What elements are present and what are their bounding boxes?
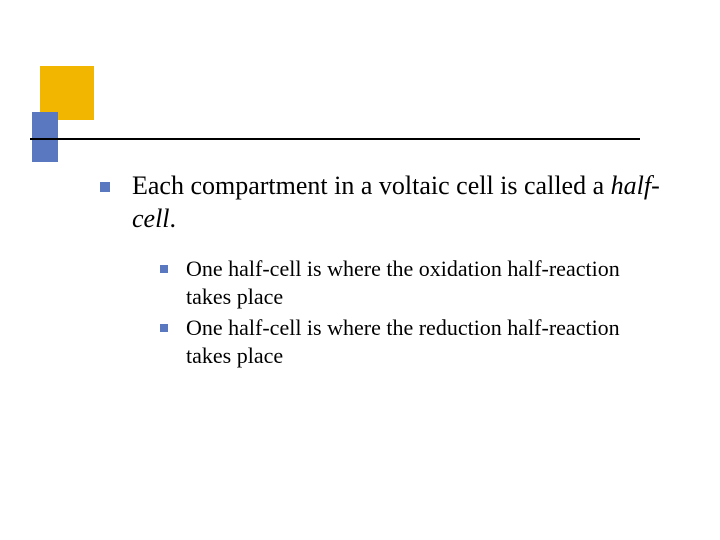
text-pre: Each compartment in a voltaic cell is ca… (132, 171, 611, 200)
square-bullet-icon (100, 182, 110, 192)
bullet-level2: One half-cell is where the oxidation hal… (160, 255, 640, 310)
text-post: . (170, 204, 177, 233)
sub-bullets: One half-cell is where the oxidation hal… (160, 255, 640, 369)
bullet-level1-text: Each compartment in a voltaic cell is ca… (132, 170, 660, 235)
square-bullet-icon (160, 324, 168, 332)
bullet-level1: Each compartment in a voltaic cell is ca… (100, 170, 660, 235)
bullet-level2-text: One half-cell is where the oxidation hal… (186, 255, 640, 310)
bullet-level2-text: One half-cell is where the reduction hal… (186, 314, 640, 369)
decor-horizontal-rule (30, 138, 640, 140)
slide: Each compartment in a voltaic cell is ca… (0, 0, 720, 540)
decor-blue-bar (32, 112, 58, 162)
square-bullet-icon (160, 265, 168, 273)
bullet-level2: One half-cell is where the reduction hal… (160, 314, 640, 369)
content-area: Each compartment in a voltaic cell is ca… (100, 170, 660, 373)
